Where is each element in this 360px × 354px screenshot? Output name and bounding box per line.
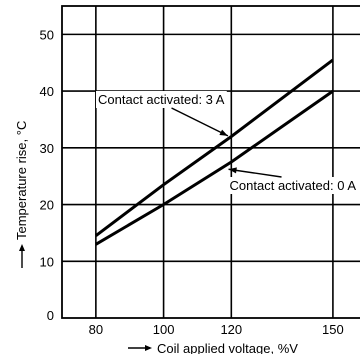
- tick-labels: 80 100 120 150 10 20 30 40 50 0: [40, 27, 344, 337]
- series-lines: [94, 58, 334, 246]
- annotation-0a-background: [227, 177, 359, 194]
- y-tick-label-40: 40: [40, 84, 54, 99]
- annotation-0a-leader: [228, 168, 282, 178]
- annotation-0a-arrowhead: [228, 167, 237, 174]
- x-axis-arrowhead: [145, 345, 152, 351]
- annotation-3a-arrowhead: [219, 129, 228, 136]
- y-tick-label-20: 20: [40, 198, 54, 213]
- y-axis-arrowhead: [19, 244, 25, 251]
- annotation-3a-background: [96, 91, 227, 108]
- series-line-0: [94, 58, 334, 237]
- grid: [62, 6, 360, 318]
- x-tick-label-120: 120: [220, 322, 242, 337]
- x-tick-label-80: 80: [89, 322, 103, 337]
- annotation-3a-leader: [171, 107, 229, 137]
- annotation-contact-0a: Contact activated: 0 A: [230, 178, 357, 193]
- x-tick-label-150: 150: [322, 322, 344, 337]
- y-tick-label-30: 30: [40, 141, 54, 156]
- annotation-contact-3a: Contact activated: 3 A: [98, 92, 225, 107]
- y-axis-label: Temperature rise, °C: [14, 121, 29, 240]
- y-tick-label-10: 10: [40, 254, 54, 269]
- x-tick-label-100: 100: [153, 322, 175, 337]
- plot-frame: [61, 5, 360, 319]
- y-tick-label-0: 0: [47, 308, 54, 323]
- x-axis-label: Coil applied voltage, %V: [157, 341, 298, 354]
- y-tick-label-50: 50: [40, 27, 54, 42]
- series-line-1: [95, 89, 334, 246]
- y-axis-label-group: Temperature rise, °C: [14, 121, 29, 268]
